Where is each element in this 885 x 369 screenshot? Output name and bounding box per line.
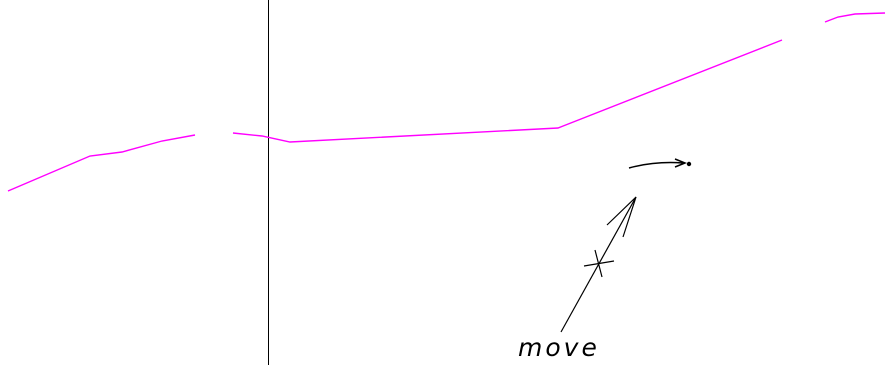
small-curved-arrow: [628, 158, 692, 169]
polyline-segment-middle: [232, 39, 783, 143]
magenta-polyline: [7, 12, 885, 192]
move-annotation-label: move: [518, 333, 600, 362]
polyline-segment-left: [7, 134, 196, 192]
target-dot: [686, 161, 692, 167]
curved-arrow-shaft: [628, 161, 684, 169]
leader-arrowhead-icon: [606, 196, 637, 238]
polyline-segment-right: [824, 12, 885, 23]
curved-arrow-head: [674, 158, 688, 168]
leader-arrow: [560, 196, 637, 333]
leader-tick-mark: [583, 249, 615, 278]
